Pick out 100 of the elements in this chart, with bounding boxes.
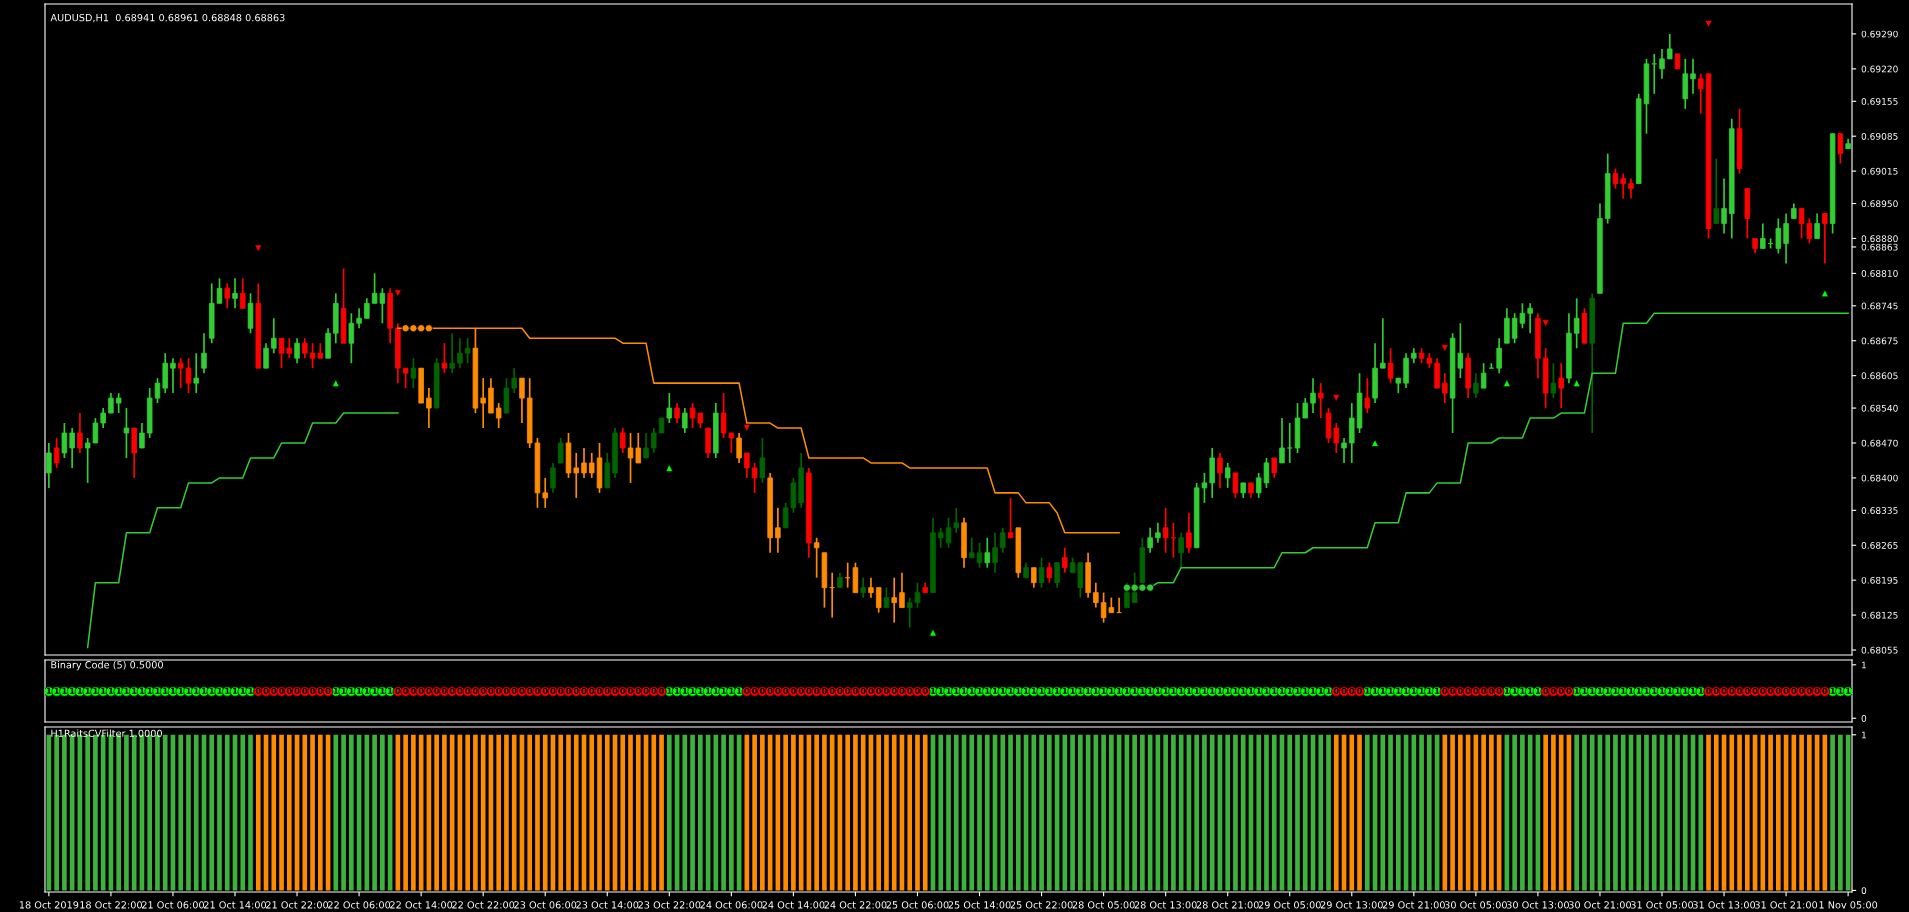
data-label: 1 (1435, 687, 1440, 694)
data-label: 0 (550, 687, 556, 694)
candlestick (224, 282, 230, 310)
data-label: 1 (993, 687, 998, 694)
candlestick (294, 337, 300, 365)
data-label: 1 (1086, 687, 1091, 694)
candlestick (1698, 73, 1704, 115)
data-label: 0 (426, 687, 432, 694)
data-label: 0 (542, 687, 548, 694)
data-label: 0 (573, 687, 579, 694)
candlestick (1473, 372, 1479, 399)
candlestick (115, 392, 122, 414)
data-label: 0 (480, 687, 486, 694)
candlestick (666, 392, 673, 424)
x-tick-label: 21 Oct 22:00 (266, 901, 329, 909)
data-label: 1 (1031, 687, 1037, 694)
x-tick-label: 25 Oct 22:00 (1010, 901, 1073, 909)
y-tick-label: 0.68470 (1861, 439, 1898, 447)
data-label: 1 (1830, 687, 1835, 694)
candlestick (775, 507, 781, 554)
candlestick (1364, 377, 1371, 414)
data-label: 1 (1171, 687, 1176, 694)
x-tick-label: 21 Oct 14:00 (204, 901, 267, 909)
data-label: 1 (946, 687, 951, 694)
data-label: 0 (503, 687, 509, 694)
y-tick-label: 0.69155 (1861, 98, 1898, 105)
data-label: 1 (1644, 687, 1649, 694)
candlestick (1333, 422, 1340, 454)
x-tick-label: 30 Oct 05:00 (1444, 901, 1507, 909)
data-label: 1 (931, 687, 936, 694)
data-label: 0 (317, 687, 323, 694)
candlestick (1480, 362, 1487, 389)
candlestick (945, 516, 952, 549)
data-label: 1 (85, 687, 90, 694)
data-label: 1 (1287, 687, 1293, 694)
data-label: 1 (1326, 687, 1331, 694)
candlestick (581, 447, 587, 479)
data-label: 0 (1752, 687, 1758, 694)
data-label: 1 (962, 687, 967, 694)
text: AUDUSD,H1 0.68941 0.68961 0.68848 0.68863 (50, 13, 285, 23)
data-label: 0 (465, 687, 471, 694)
data-label: 1 (1295, 687, 1300, 694)
data-label: 0 (1799, 687, 1805, 694)
data-label: 0 (457, 687, 463, 694)
chart-title: Binary Code (5) 0.5000 (51, 660, 163, 671)
candlestick (1612, 167, 1619, 190)
data-label: 0 (511, 687, 517, 694)
data-label: 1 (737, 687, 742, 694)
y-tick-label: 0.68605 (1861, 372, 1898, 380)
data-label: 1 (1652, 687, 1657, 694)
candlestick (170, 357, 176, 394)
y-tick-label: 0.68335 (1861, 507, 1898, 514)
data-label: 0 (472, 687, 478, 694)
data-label: 1 (1311, 687, 1316, 694)
data-label: 0 (294, 687, 300, 694)
data-label: 1 (1388, 687, 1393, 694)
data-label: 1 (1186, 687, 1192, 694)
data-label: 0 (496, 687, 502, 694)
y-tick-label: 0.69085 (1861, 132, 1898, 140)
candlestick (123, 407, 130, 459)
data-label: 1 (1535, 687, 1541, 694)
candlestick (1031, 566, 1037, 589)
data-label: 0 (1768, 687, 1774, 694)
y-tick-label: 0.69290 (1861, 30, 1898, 38)
data-label: 1 (217, 687, 222, 694)
data-label: 1 (1264, 687, 1269, 694)
candlestick (751, 462, 758, 494)
candlestick (1814, 212, 1820, 240)
candlestick (1659, 48, 1665, 80)
candlestick (674, 402, 680, 424)
data-label: 0 (876, 687, 882, 694)
data-label: 0 (441, 687, 447, 694)
data-label: 0 (1349, 687, 1355, 694)
data-label: 0 (1737, 687, 1743, 694)
data-label: 1 (77, 687, 83, 694)
data-label: 1 (209, 687, 215, 694)
x-tick-label: 28 Oct 21:00 (1196, 901, 1259, 909)
data-label: 0 (1744, 687, 1750, 694)
data-label: 0 (581, 687, 587, 694)
candlestick (1279, 417, 1285, 464)
data-label: 1 (1241, 687, 1246, 694)
candlestick (100, 407, 106, 429)
candlestick (410, 357, 417, 389)
data-label: 0 (597, 687, 603, 694)
data-label: 0 (1783, 687, 1789, 694)
y-tick-label: 0.68810 (1861, 270, 1898, 277)
data-label: 1 (1163, 687, 1168, 694)
data-label: 1 (1256, 687, 1262, 694)
data-label: 0 (612, 687, 618, 694)
data-label: 1 (1202, 687, 1207, 694)
x-tick-label: 25 Oct 14:00 (948, 901, 1011, 909)
data-label: 1 (938, 687, 944, 694)
data-label: 0 (403, 687, 409, 694)
candlestick (976, 541, 983, 569)
data-label: 0 (899, 687, 905, 694)
candlestick (969, 536, 975, 559)
x-tick-label: 22 Oct 22:00 (452, 901, 515, 909)
candlestick (1046, 561, 1053, 584)
candlestick (1341, 437, 1347, 464)
data-label: 0 (1558, 687, 1564, 694)
